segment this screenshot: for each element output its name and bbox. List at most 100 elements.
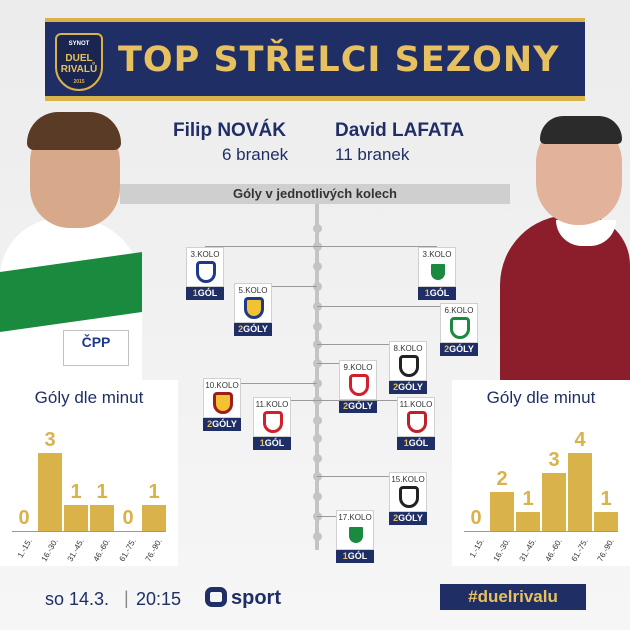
left-minutes-value-label: 1 [148,481,160,503]
left-minutes-tick-label: 46.-60. [91,537,112,564]
header-bottom-stripe [45,96,585,101]
right-player-hair [540,116,622,144]
right-timeline-connector [317,246,437,247]
timeline-round-dot [312,492,322,501]
timeline-round-dot [312,282,322,291]
right-goal-count: 2 [343,401,349,411]
left-player-name: Filip NOVÁK [173,120,286,141]
right-minutes-tick-label: 31.-45. [517,537,538,564]
right-round-label: 8.KOLO [393,344,423,353]
channel-name: sport [231,587,281,609]
left-goal-count: 2 [238,324,244,334]
left-round-label: 17.KOLO [338,513,372,522]
left-minutes-bar [64,505,88,531]
timeline-round-dot [312,322,322,331]
broadcast-time: 20:15 [136,589,182,609]
left-goal-tag: 2GÓLY [203,418,241,431]
right-minutes-tick-label: 76.-90. [595,537,616,564]
left-goal-count: 1 [259,438,265,448]
right-minutes-value-label: 1 [600,487,612,510]
left-timeline-connector [222,383,317,384]
slavia-icon [263,411,283,433]
right-goal-tag: 2GÓLY [389,381,427,394]
left-round-card: 3.KOLO [186,247,224,287]
left-minutes-value-label: 0 [122,507,134,529]
right-round-card: 6.KOLO [440,303,478,343]
right-goal-word: GÓLY [398,513,423,523]
right-round-label: 9.KOLO [343,363,373,372]
right-goal-tag: 1GÓL [418,287,456,300]
right-goal-count: 2 [393,513,399,523]
timeline-title-bar: Góly v jednotlivých kolech [120,184,510,204]
broadcast-date: so 14.3. [45,589,110,609]
header-banner [45,22,585,98]
left-player-sponsor-logo: ČPP [63,330,129,366]
right-minutes-bar [594,511,618,531]
right-minutes-title: Góly dle minut [486,388,596,407]
right-minutes-tick-label: 61.-75. [569,537,590,564]
left-minutes-panel: Góly dle minut 0 1.-15. 3 16.-30. 1 31.-45. 1 4… [0,380,178,566]
right-minutes-tick-label: 46.-60. [543,537,564,564]
jablonec-icon [450,317,470,339]
duel-rivalu-logo: SYNOT DUEL RIVALŮ 2015 [55,33,103,91]
left-minutes-tick-label: 1.-15. [15,537,34,560]
slovacko-icon [196,261,216,283]
right-round-label: 6.KOLO [444,306,474,315]
right-round-card: 3.KOLO [418,247,456,287]
right-goal-word: GÓL [429,288,450,298]
right-player-goals: 11 branek [335,145,410,164]
left-minutes-baseline [12,531,166,532]
brno-icon [407,411,427,433]
timeline-round-dot [312,434,322,443]
left-goal-word: GÓL [197,288,218,298]
left-round-card: 17.KOLO [336,510,374,550]
right-minutes-bar [568,453,592,531]
left-goal-tag: 1GÓL [336,550,374,563]
right-round-label: 15.KOLO [391,475,425,484]
right-goal-word: GÓLY [398,382,423,392]
right-goal-tag: 2GÓLY [339,400,377,413]
left-round-card: 11.KOLO [253,397,291,437]
timeline-round-dot [312,379,322,388]
right-timeline-connector [317,476,408,477]
left-minutes-bar [38,453,62,531]
left-round-label: 3.KOLO [190,250,220,259]
left-minutes-tick-label: 16.-30. [39,537,60,564]
right-timeline-connector [317,400,416,401]
left-goal-word: GÓLY [212,419,237,429]
zlin-icon [244,297,264,319]
bohemians-icon [428,261,448,283]
right-round-card: 8.KOLO [389,341,427,381]
right-goal-word: GÓL [408,438,429,448]
left-goal-tag: 2GÓLY [234,323,272,336]
timeline-round-dot [312,416,322,425]
right-goal-count: 2 [444,344,450,354]
timeline-title: Góly v jednotlivých kolech [233,186,397,201]
right-player-jersey [500,215,630,390]
right-minutes-tick-label: 1.-15. [467,537,486,560]
right-round-label: 11.KOLO [399,400,433,409]
right-minutes-value-label: 2 [496,468,508,490]
left-goal-word: GÓL [347,551,368,561]
left-round-label: 5.KOLO [238,286,268,295]
logo-sponsor-text: SYNOT [68,41,90,47]
right-minutes-bar [542,472,566,531]
dukla-icon [213,392,233,414]
left-minutes-value-label: 3 [44,429,56,451]
right-minutes-panel: Góly dle minut 0 1.-15. 2 16.-30. 1 31.-45. 3 4… [452,380,630,566]
right-minutes-value-label: 1 [522,487,534,510]
right-timeline-connector [317,306,459,307]
left-goal-tag: 1GÓL [186,287,224,300]
timeline-round-dot [312,262,322,271]
right-round-card: 11.KOLO [397,397,435,437]
left-goal-word: GÓL [264,438,285,448]
left-timeline-connector [253,286,317,287]
header-top-stripe [45,18,585,24]
left-timeline-connector [205,246,317,247]
right-round-card: 9.KOLO [339,360,377,400]
left-round-card: 5.KOLO [234,283,272,323]
slavia-icon [349,374,369,396]
logo-main-text: DUEL RIVALŮ [60,53,98,75]
footer-separator: | [124,588,129,608]
left-round-label: 11.KOLO [255,400,289,409]
